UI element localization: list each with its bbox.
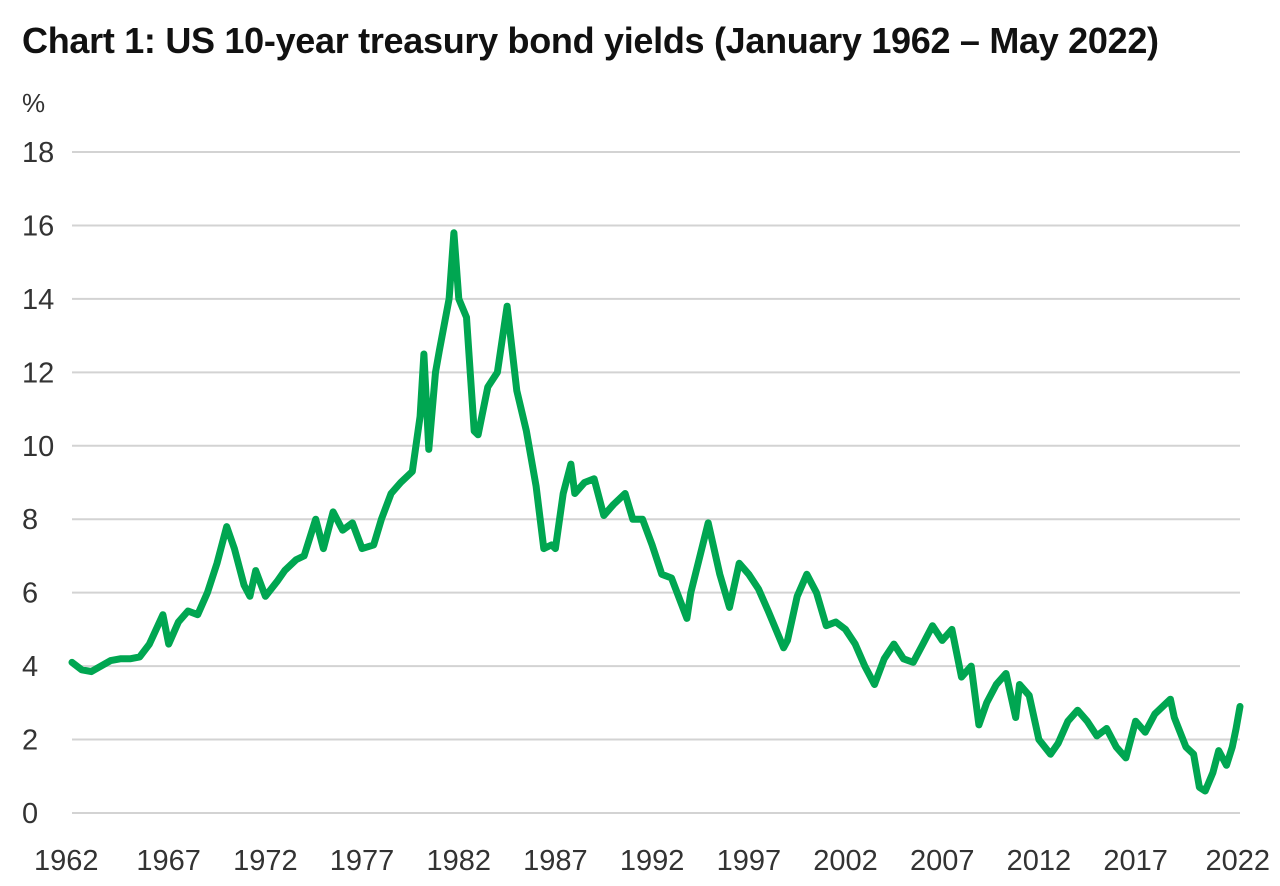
y-tick-label: 0 (22, 798, 38, 830)
x-tick-labels: 1962 1967 1972 1977 1982 1987 1992 1997 2002 2007… (34, 845, 1270, 877)
x-tick-label: 2012 (1007, 845, 1072, 877)
x-tick-label: 1967 (136, 845, 201, 877)
y-tick-label: 18 (22, 137, 54, 169)
x-tick-label: 2007 (910, 845, 975, 877)
y-tick-label: 2 (22, 725, 38, 757)
x-tick-label: 1962 (34, 845, 99, 877)
y-tick-label: 16 (22, 210, 54, 242)
x-tick-label: 1977 (330, 845, 395, 877)
x-tick-label: 2002 (813, 845, 878, 877)
y-tick-label: 4 (22, 651, 38, 683)
x-tick-label: 1972 (233, 845, 298, 877)
x-tick-label: 1992 (620, 845, 685, 877)
y-tick-label: 10 (22, 431, 54, 463)
y-tick-label: 8 (22, 504, 38, 536)
y-axis-unit-label: % (22, 88, 45, 118)
x-tick-label: 1987 (523, 845, 588, 877)
yield-series-line (68, 229, 1244, 795)
y-tick-label: 14 (22, 284, 54, 316)
x-tick-label: 2017 (1103, 845, 1168, 877)
x-tick-label: 2022 (1205, 845, 1270, 877)
y-tick-label: 6 (22, 578, 38, 610)
y-tick-label: 12 (22, 357, 54, 389)
x-tick-label: 1982 (426, 845, 491, 877)
gridlines (72, 151, 1240, 814)
chart-title: Chart 1: US 10-year treasury bond yields… (22, 20, 1159, 61)
x-tick-label: 1997 (717, 845, 782, 877)
y-tick-labels: 0 2 4 6 8 10 12 14 16 18 (22, 137, 54, 830)
